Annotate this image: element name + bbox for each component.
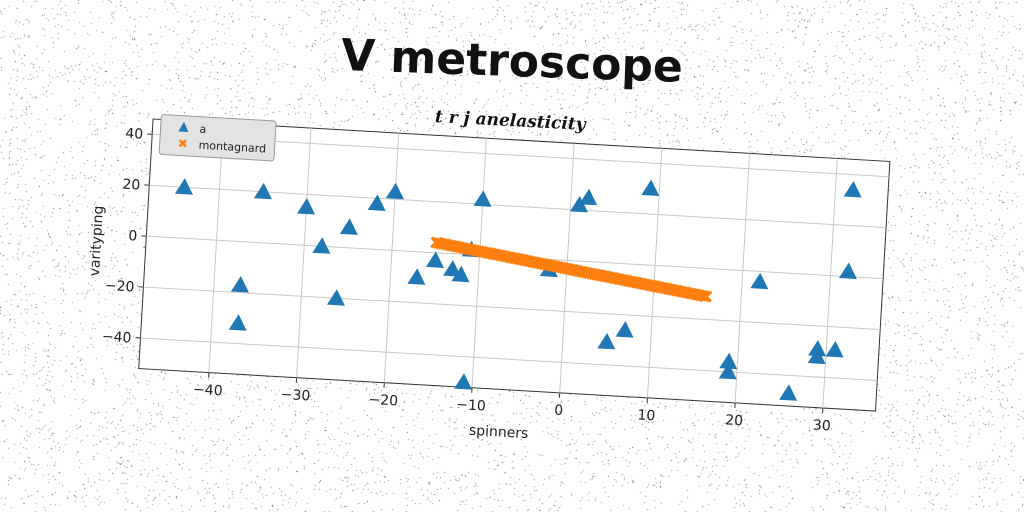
x-tick-label: 0 [554,403,564,419]
legend-label-montagnard: montagnard [198,139,266,156]
x-tick-label: 20 [725,412,744,429]
x-tick-label: 10 [637,407,656,424]
x-grid-line [734,153,751,403]
data-point-a [597,332,616,350]
tick-layer: −40 −30 −20 −10 0 10 20 30 −40 −20 0 20 40 [101,126,831,435]
y-grid-line [143,286,881,331]
y-grid-line [140,337,878,381]
data-point-a [451,265,470,283]
x-tick-label: −30 [280,387,310,405]
data-point-a [230,276,249,293]
data-point-a [407,268,426,285]
data-point-a [454,373,473,390]
data-point-a [473,190,492,207]
data-point-a [579,188,598,206]
x-grid-line [646,148,663,398]
x-tick-label: −10 [456,397,486,415]
y-tick-label: 40 [125,126,144,143]
y-tick-label: 0 [128,228,138,244]
data-point-a [425,251,444,268]
x-tick-label: 30 [812,417,831,434]
plot-area [138,118,891,412]
data-point-a [615,321,634,338]
data-point-a [838,262,857,279]
y-tick-label: −40 [101,329,131,347]
data-point-a [312,237,331,254]
x-grid-line [208,122,224,373]
data-point-a [297,198,316,215]
data-point-a [808,339,827,357]
x-grid-line [822,158,838,409]
legend-marker-montagnard: ✖ [177,136,188,151]
data-point-a [253,182,272,200]
x-grid-line [471,138,487,388]
legend-label-a: a [199,123,206,136]
chart-subtitle: t r j anelasticity [434,107,587,135]
y-grid-line [149,184,887,229]
data-point-a [719,352,738,370]
data-point-a [807,347,826,365]
legend-box [158,114,277,162]
data-point-a [779,384,798,401]
data-point-montagnard [699,290,713,303]
x-tick-label: −20 [368,392,398,410]
x-axis-label: spinners [468,423,528,442]
data-point-a [750,272,769,290]
data-point-a [326,289,345,306]
data-point-a [825,340,844,358]
y-tick-label: 20 [122,177,141,194]
data-point-a [385,182,404,200]
legend-marker-a [178,121,189,133]
data-point-a [367,194,386,211]
series-a-layer [174,178,862,401]
data-point-a [843,181,862,198]
data-point-a [339,218,358,235]
x-tick-label: −40 [193,382,223,400]
series-montagnard-layer [430,236,713,303]
legend: a ✖ montagnard [158,114,277,162]
data-point-a [174,178,193,195]
data-point-a [569,195,588,213]
data-point-a [718,362,737,380]
data-point-montagnard [697,289,710,303]
x-grid-line [383,133,400,383]
y-tick-label: −20 [104,278,134,296]
data-point-a [443,260,462,277]
plot-group: −40 −30 −20 −10 0 10 20 30 −40 −20 0 20 40 a ✖ monta… [87,114,891,442]
data-point-a [228,314,247,331]
x-grid-line [296,128,312,378]
data-point-a [641,179,660,197]
y-axis-label: varityping [87,205,107,277]
